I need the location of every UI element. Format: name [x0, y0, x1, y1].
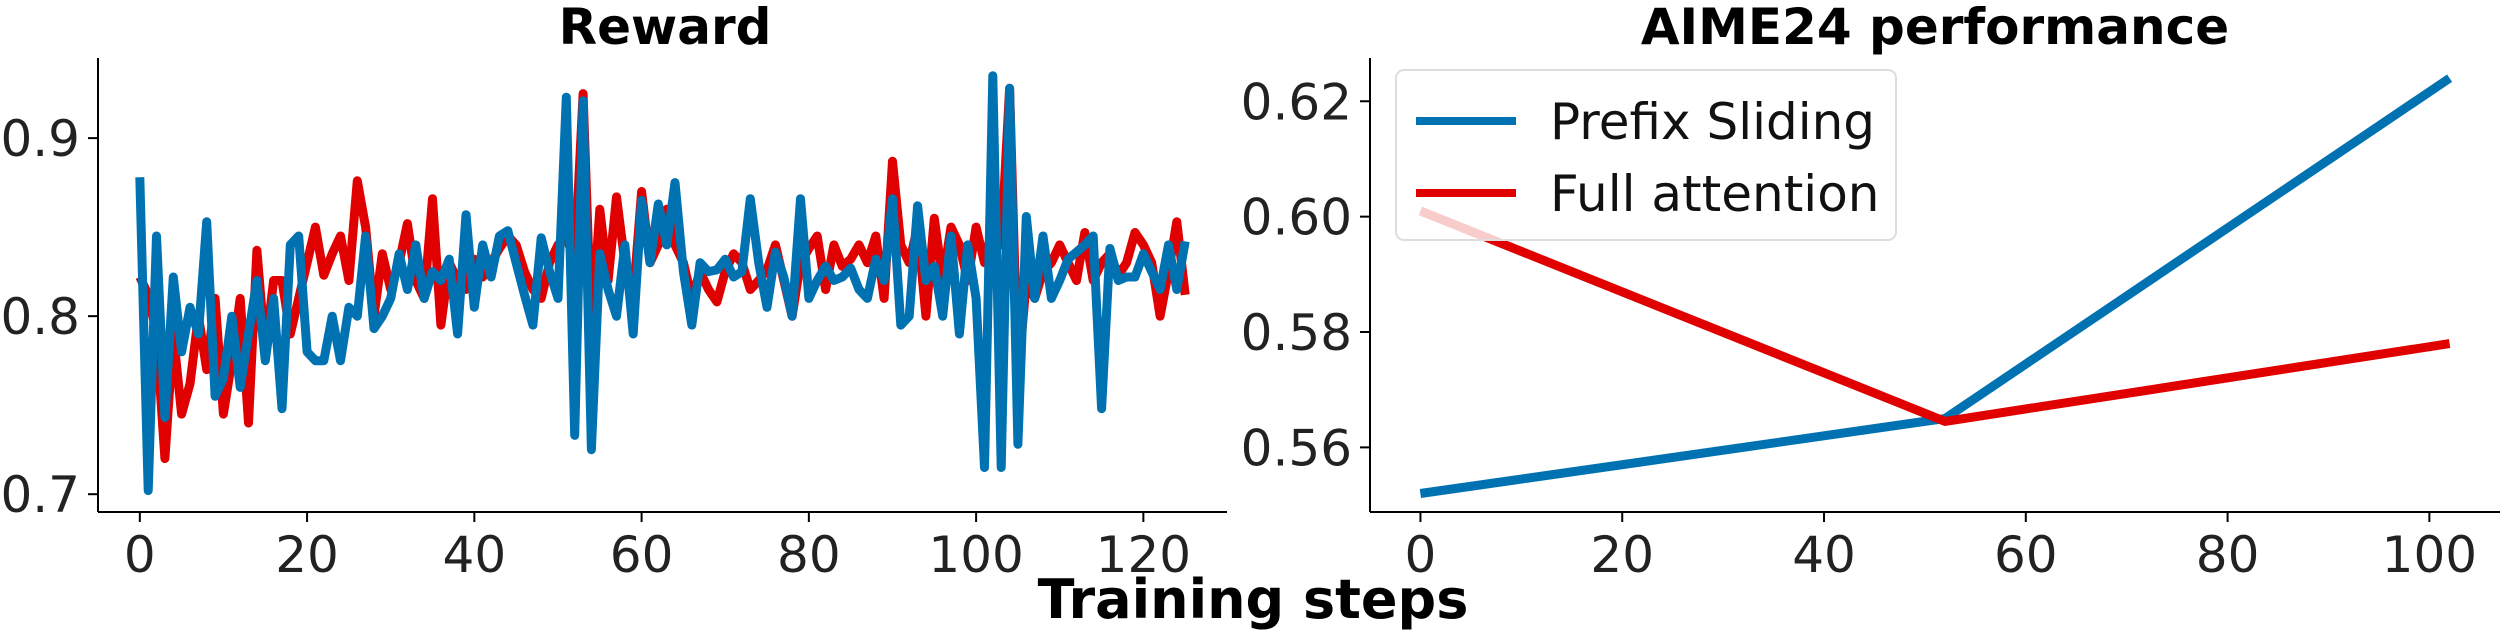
aime24-y-tick-label: 0.56	[1241, 419, 1352, 477]
aime24-x-tick-label: 80	[2196, 526, 2260, 584]
reward-ticks: 0 20 40 60 80 100 120 0.7 0.8 0.9	[0, 110, 1191, 584]
aime24-y-tick-label: 0.58	[1241, 304, 1352, 362]
aime24-plot-area	[1418, 74, 2453, 498]
legend-frame	[1395, 69, 1897, 241]
aime24-x-tick-label: 40	[1792, 526, 1856, 584]
reward-title: Reward	[559, 0, 772, 56]
aime24-y-tick-label: 0.60	[1241, 189, 1352, 247]
reward-y-tick-label: 0.9	[0, 110, 80, 168]
aime24-x-tick-label: 0	[1405, 526, 1437, 584]
aime24-x-tick-label: 100	[2382, 526, 2477, 584]
reward-x-tick-label: 80	[777, 526, 841, 584]
reward-x-tick-label: 100	[928, 526, 1023, 584]
reward-x-tick-label: 0	[124, 526, 156, 584]
aime24-panel: AIME24 performance 0 20 40 60 80 1000.560.580…	[1241, 0, 2500, 584]
reward-x-tick-label: 40	[443, 526, 507, 584]
reward-x-tick-label: 120	[1096, 526, 1191, 584]
shared-x-axis-label: Training steps	[1038, 568, 1469, 631]
reward-x-tick-label: 60	[610, 526, 674, 584]
reward-y-tick-label: 0.8	[0, 288, 80, 346]
reward-y-tick-label: 0.7	[0, 466, 80, 524]
legend: Prefix Sliding Full attention	[1395, 69, 1897, 241]
reward-x-tick-label: 20	[275, 526, 339, 584]
reward-series-line-1	[135, 71, 1190, 496]
reward-panel: Reward 0 20 40 60 80 100 120 0.7 0.8 0.9	[0, 0, 1227, 584]
aime24-ticks: 0 20 40 60 80 100 0.56 0.58 0.60 0.62	[1241, 73, 2477, 584]
reward-plot-area	[135, 71, 1190, 496]
legend-label-full-attention: Full attention	[1550, 165, 1879, 223]
legend-label-prefix-sliding: Prefix Sliding	[1550, 93, 1875, 151]
aime24-x-tick-label: 20	[1590, 526, 1654, 584]
aime24-title: AIME24 performance	[1641, 0, 2229, 56]
aime24-x-tick-label: 60	[1994, 526, 2058, 584]
aime24-series-line-1	[1418, 206, 2451, 426]
aime24-y-tick-label: 0.62	[1241, 73, 1352, 131]
